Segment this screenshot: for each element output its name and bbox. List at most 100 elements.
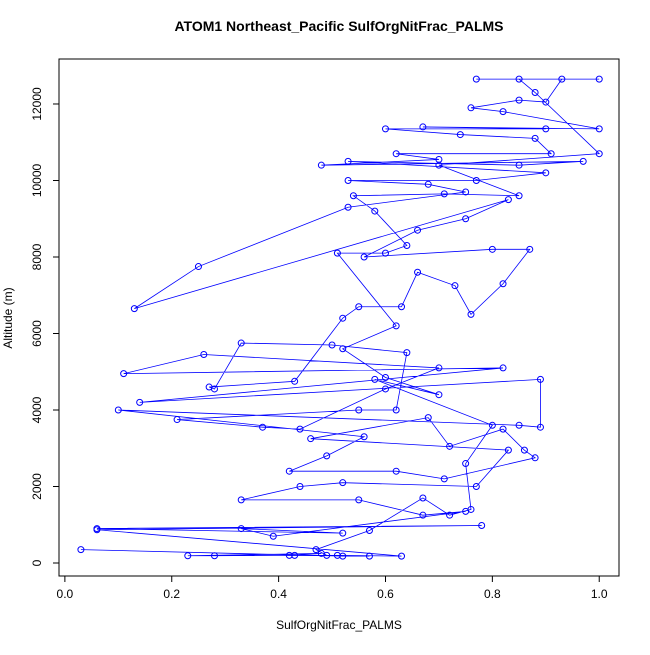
data-point bbox=[531, 454, 539, 462]
data-point bbox=[120, 370, 128, 378]
data-point bbox=[542, 169, 550, 177]
data-point bbox=[344, 157, 352, 165]
data-point bbox=[285, 467, 293, 475]
data-point bbox=[515, 75, 523, 83]
data-point bbox=[499, 280, 507, 288]
data-point bbox=[130, 305, 138, 313]
data-point bbox=[435, 391, 443, 399]
data-point bbox=[339, 529, 347, 537]
data-point bbox=[531, 89, 539, 97]
data-point bbox=[392, 150, 400, 158]
data-point bbox=[542, 125, 550, 133]
data-point bbox=[515, 96, 523, 104]
data-point bbox=[536, 423, 544, 431]
data-point bbox=[355, 406, 363, 414]
data-point bbox=[446, 442, 454, 450]
x-tick-label: 0.6 bbox=[377, 587, 394, 601]
y-tick-label: 4000 bbox=[30, 396, 44, 423]
data-point bbox=[472, 482, 480, 490]
y-tick-label: 12000 bbox=[30, 87, 44, 121]
data-point bbox=[296, 482, 304, 490]
data-point bbox=[467, 505, 475, 513]
data-point bbox=[392, 406, 400, 414]
data-point bbox=[365, 552, 373, 560]
data-point bbox=[435, 161, 443, 169]
data-point bbox=[365, 526, 373, 534]
data-point bbox=[419, 511, 427, 519]
data-point bbox=[435, 364, 443, 372]
data-point bbox=[520, 446, 528, 454]
data-point bbox=[296, 425, 304, 433]
data-point bbox=[547, 150, 555, 158]
data-point bbox=[339, 479, 347, 487]
data-point bbox=[237, 525, 245, 533]
data-point bbox=[339, 314, 347, 322]
data-point bbox=[419, 123, 427, 131]
data-point bbox=[536, 375, 544, 383]
data-point bbox=[312, 546, 320, 554]
data-point bbox=[210, 552, 218, 560]
data-point bbox=[398, 552, 406, 560]
data-point bbox=[579, 157, 587, 165]
data-point bbox=[499, 425, 507, 433]
data-point bbox=[360, 253, 368, 261]
y-tick-label: 0 bbox=[30, 559, 44, 566]
y-tick-label: 10000 bbox=[30, 163, 44, 197]
data-point bbox=[77, 546, 85, 554]
data-point bbox=[360, 433, 368, 441]
data-point bbox=[344, 203, 352, 211]
data-point bbox=[398, 303, 406, 311]
data-point bbox=[307, 435, 315, 443]
y-axis-label: Altitude (m) bbox=[1, 287, 15, 348]
data-point bbox=[403, 242, 411, 250]
data-point bbox=[467, 310, 475, 318]
data-point bbox=[467, 104, 475, 112]
data-point bbox=[488, 245, 496, 253]
data-point bbox=[392, 322, 400, 330]
data-point bbox=[237, 339, 245, 347]
data-point bbox=[515, 161, 523, 169]
y-tick-label: 6000 bbox=[30, 320, 44, 347]
data-point bbox=[285, 551, 293, 559]
data-point bbox=[184, 552, 192, 560]
data-point bbox=[440, 475, 448, 483]
data-point bbox=[355, 496, 363, 504]
data-point bbox=[403, 349, 411, 357]
data-point bbox=[462, 188, 470, 196]
data-point bbox=[205, 383, 213, 391]
data-point bbox=[515, 421, 523, 429]
x-tick-label: 0.4 bbox=[270, 587, 287, 601]
data-point bbox=[136, 398, 144, 406]
data-point bbox=[381, 125, 389, 133]
data-point bbox=[542, 98, 550, 106]
data-point bbox=[515, 192, 523, 200]
data-point bbox=[414, 268, 422, 276]
data-point bbox=[424, 414, 432, 422]
data-point bbox=[323, 452, 331, 460]
data-point bbox=[194, 263, 202, 271]
plot-frame bbox=[58, 58, 620, 577]
data-point bbox=[424, 180, 432, 188]
data-point bbox=[595, 75, 603, 83]
data-point bbox=[259, 423, 267, 431]
data-point bbox=[462, 460, 470, 468]
x-tick-label: 1.0 bbox=[591, 587, 608, 601]
data-point bbox=[291, 377, 299, 385]
data-point bbox=[392, 467, 400, 475]
data-point bbox=[371, 207, 379, 215]
data-point bbox=[456, 131, 464, 139]
data-point bbox=[462, 215, 470, 223]
data-point bbox=[558, 75, 566, 83]
data-point bbox=[381, 249, 389, 257]
data-point bbox=[200, 351, 208, 359]
data-point bbox=[93, 525, 101, 533]
data-point bbox=[371, 375, 379, 383]
data-point bbox=[488, 421, 496, 429]
data-point bbox=[317, 161, 325, 169]
data-point bbox=[451, 282, 459, 290]
data-point bbox=[595, 150, 603, 158]
data-point bbox=[291, 551, 299, 559]
data-point bbox=[446, 511, 454, 519]
data-point bbox=[472, 176, 480, 184]
